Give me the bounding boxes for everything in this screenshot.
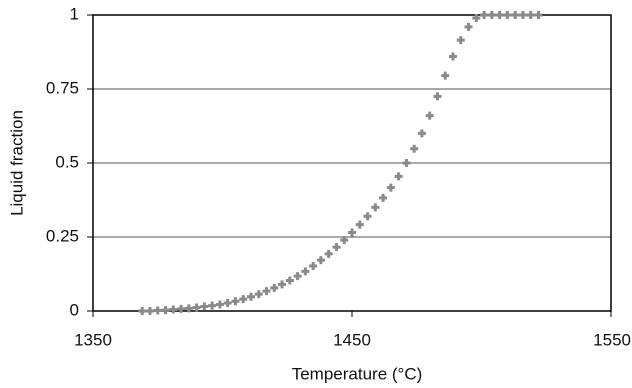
marker: [348, 228, 356, 237]
marker: [340, 235, 349, 244]
marker: [208, 301, 217, 310]
marker: [371, 203, 380, 212]
marker: [495, 11, 504, 19]
marker: [363, 212, 372, 221]
marker: [278, 280, 287, 289]
marker: [518, 11, 527, 19]
marker: [324, 249, 333, 258]
x-tick-label: 1350: [74, 330, 112, 349]
marker: [138, 307, 147, 315]
marker: [254, 290, 263, 299]
marker: [332, 243, 341, 252]
marker: [425, 111, 434, 120]
plot-frame: [92, 14, 612, 312]
marker: [239, 295, 248, 304]
marker: [433, 92, 442, 101]
marker: [246, 292, 255, 301]
marker: [161, 306, 170, 315]
y-tick-label: 0: [70, 300, 79, 319]
marker: [262, 287, 271, 296]
marker: [410, 144, 419, 153]
marker: [472, 13, 481, 22]
y-tick-label: 0.75: [46, 78, 79, 97]
x-tick-label: 1550: [593, 330, 631, 349]
marker: [394, 172, 403, 181]
marker: [480, 11, 489, 19]
marker: [184, 304, 193, 313]
marker: [503, 11, 512, 19]
y-tick-label: 0.5: [55, 152, 79, 171]
marker: [200, 302, 209, 311]
y-tick-label: 1: [70, 4, 79, 23]
marker: [534, 11, 543, 19]
x-tick-label: 1450: [333, 330, 371, 349]
marker: [487, 11, 496, 19]
marker: [177, 304, 186, 313]
marker: [386, 183, 395, 192]
marker: [402, 159, 411, 167]
marker: [379, 193, 388, 202]
marker: [449, 52, 458, 61]
marker: [231, 297, 240, 306]
marker: [441, 71, 450, 80]
marker: [301, 267, 310, 276]
marker: [417, 129, 426, 138]
y-axis-title: Liquid fraction: [7, 110, 26, 216]
marker: [215, 300, 224, 309]
marker: [153, 306, 162, 315]
marker: [309, 262, 318, 271]
y-tick-label: 0.25: [46, 226, 79, 245]
marker: [316, 256, 325, 265]
marker: [456, 36, 465, 45]
marker: [223, 299, 232, 308]
marker: [293, 272, 302, 281]
marker: [355, 220, 364, 229]
marker: [192, 303, 201, 312]
marker: [145, 307, 154, 315]
x-axis-title: Temperature (°C): [292, 364, 423, 383]
marker: [270, 283, 279, 292]
marker: [169, 305, 178, 314]
marker: [511, 11, 520, 19]
marker: [285, 276, 294, 285]
marker: [526, 11, 535, 19]
marker: [464, 22, 473, 31]
